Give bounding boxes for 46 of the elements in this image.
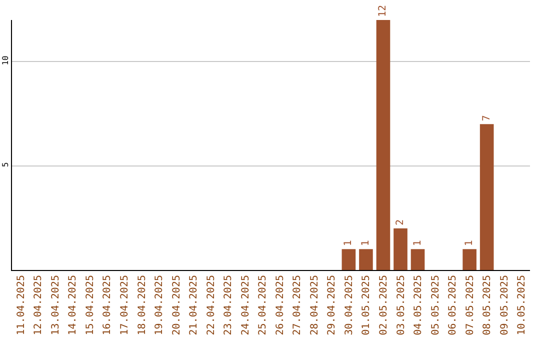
y-tick-label: 5 bbox=[0, 162, 10, 168]
x-tick-label: 15.04.2025 bbox=[84, 275, 96, 336]
data-label: 1 bbox=[464, 240, 476, 246]
x-tick-label: 08.05.2025 bbox=[482, 275, 494, 336]
bar bbox=[342, 249, 356, 270]
x-tick-label: 22.04.2025 bbox=[206, 275, 217, 336]
x-tick-label: 17.04.2025 bbox=[119, 275, 130, 336]
x-tick-label: 05.05.2025 bbox=[430, 275, 442, 336]
x-tick-label: 21.04.2025 bbox=[188, 275, 200, 336]
x-tick-label: 13.04.2025 bbox=[50, 275, 62, 336]
x-tick-label: 06.05.2025 bbox=[448, 275, 459, 336]
x-tick-label: 25.04.2025 bbox=[258, 275, 269, 336]
x-tick-label: 23.04.2025 bbox=[223, 275, 234, 336]
bar bbox=[410, 249, 425, 270]
y-tick-label: 10 bbox=[0, 55, 10, 66]
x-tick-label: 19.04.2025 bbox=[154, 275, 166, 336]
x-tick-label: 18.04.2025 bbox=[136, 275, 148, 336]
x-tick-label: 24.04.2025 bbox=[240, 275, 252, 336]
x-tick-label: 07.05.2025 bbox=[464, 275, 476, 336]
data-label: 1 bbox=[343, 240, 354, 246]
bar bbox=[480, 124, 494, 270]
x-tick-label: 01.05.2025 bbox=[361, 275, 372, 336]
x-tick-label: 16.04.2025 bbox=[102, 275, 114, 336]
data-label: 2 bbox=[395, 219, 406, 226]
x-tick-label: 28.04.2025 bbox=[309, 275, 320, 336]
x-tick-label: 04.05.2025 bbox=[413, 275, 424, 336]
data-label: 1 bbox=[412, 240, 424, 246]
data-label: 7 bbox=[481, 115, 492, 122]
bar bbox=[376, 20, 390, 270]
x-tick-label: 10.05.2025 bbox=[516, 275, 528, 336]
x-tick-label: 26.04.2025 bbox=[274, 275, 286, 336]
x-tick-label: 03.05.2025 bbox=[396, 275, 407, 336]
data-label: 12 bbox=[378, 4, 389, 17]
x-tick-label: 12.04.2025 bbox=[33, 275, 44, 336]
x-tick-label: 20.04.2025 bbox=[171, 275, 182, 336]
data-label: 1 bbox=[360, 240, 372, 246]
x-tick-label: 11.04.2025 bbox=[16, 275, 27, 336]
x-tick-label: 29.04.2025 bbox=[326, 275, 338, 336]
x-tick-label: 27.04.2025 bbox=[292, 275, 304, 336]
bar bbox=[462, 249, 476, 270]
x-tick-label: 30.04.2025 bbox=[344, 275, 355, 336]
x-tick-label: 14.04.2025 bbox=[68, 275, 79, 336]
x-tick-label: 02.05.2025 bbox=[378, 275, 390, 336]
bar bbox=[394, 228, 408, 270]
bar bbox=[359, 249, 373, 270]
x-tick-label: 09.05.2025 bbox=[499, 275, 510, 336]
